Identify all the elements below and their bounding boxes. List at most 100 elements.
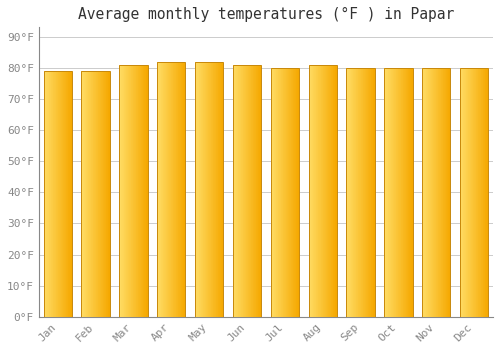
Bar — [179, 62, 180, 317]
Bar — [49, 71, 50, 317]
Bar — [294, 68, 295, 317]
Bar — [119, 65, 148, 317]
Bar — [291, 68, 292, 317]
Bar — [330, 65, 331, 317]
Bar — [366, 68, 367, 317]
Bar — [298, 68, 299, 317]
Bar — [396, 68, 397, 317]
Bar — [312, 65, 313, 317]
Bar — [250, 65, 252, 317]
Bar — [128, 65, 129, 317]
Bar — [184, 62, 185, 317]
Bar — [367, 68, 368, 317]
Bar — [308, 65, 337, 317]
Bar — [106, 71, 107, 317]
Bar — [256, 65, 257, 317]
Bar — [247, 65, 248, 317]
Bar — [430, 68, 432, 317]
Bar — [359, 68, 360, 317]
Bar — [402, 68, 404, 317]
Bar — [386, 68, 387, 317]
Bar — [285, 68, 286, 317]
Bar — [65, 71, 66, 317]
Bar — [175, 62, 176, 317]
Bar — [284, 68, 285, 317]
Bar — [240, 65, 242, 317]
Bar — [177, 62, 178, 317]
Bar — [328, 65, 329, 317]
Bar — [445, 68, 446, 317]
Bar — [466, 68, 467, 317]
Bar — [108, 71, 109, 317]
Bar — [66, 71, 67, 317]
Bar — [160, 62, 162, 317]
Bar — [105, 71, 106, 317]
Bar — [318, 65, 319, 317]
Bar — [119, 65, 120, 317]
Bar — [85, 71, 86, 317]
Bar — [104, 71, 105, 317]
Bar — [424, 68, 425, 317]
Bar — [88, 71, 89, 317]
Bar — [182, 62, 184, 317]
Bar — [275, 68, 276, 317]
Bar — [185, 62, 186, 317]
Bar — [144, 65, 145, 317]
Bar — [205, 62, 206, 317]
Bar — [448, 68, 449, 317]
Bar — [437, 68, 438, 317]
Bar — [100, 71, 102, 317]
Bar — [446, 68, 447, 317]
Bar — [222, 62, 224, 317]
Bar — [147, 65, 148, 317]
Bar — [138, 65, 139, 317]
Bar — [460, 68, 462, 317]
Bar — [219, 62, 220, 317]
Bar — [210, 62, 212, 317]
Bar — [169, 62, 170, 317]
Bar — [215, 62, 216, 317]
Bar — [168, 62, 169, 317]
Bar — [474, 68, 475, 317]
Bar — [202, 62, 203, 317]
Bar — [365, 68, 366, 317]
Bar — [162, 62, 163, 317]
Bar — [276, 68, 277, 317]
Bar — [216, 62, 217, 317]
Bar — [196, 62, 197, 317]
Bar — [235, 65, 236, 317]
Bar — [470, 68, 472, 317]
Bar — [195, 62, 224, 317]
Bar — [334, 65, 335, 317]
Bar — [411, 68, 412, 317]
Bar — [64, 71, 65, 317]
Bar — [58, 71, 59, 317]
Bar — [310, 65, 312, 317]
Bar — [429, 68, 430, 317]
Bar — [217, 62, 218, 317]
Bar — [60, 71, 62, 317]
Bar — [52, 71, 53, 317]
Bar — [83, 71, 84, 317]
Bar — [249, 65, 250, 317]
Bar — [245, 65, 246, 317]
Bar — [55, 71, 56, 317]
Bar — [432, 68, 434, 317]
Bar — [435, 68, 436, 317]
Bar — [218, 62, 219, 317]
Bar — [314, 65, 315, 317]
Bar — [258, 65, 259, 317]
Bar — [392, 68, 394, 317]
Bar — [220, 62, 221, 317]
Bar — [320, 65, 322, 317]
Bar — [390, 68, 392, 317]
Bar — [326, 65, 327, 317]
Bar — [134, 65, 135, 317]
Bar — [475, 68, 476, 317]
Bar — [348, 68, 349, 317]
Bar — [280, 68, 281, 317]
Bar — [197, 62, 198, 317]
Bar — [350, 68, 352, 317]
Bar — [214, 62, 215, 317]
Bar — [427, 68, 428, 317]
